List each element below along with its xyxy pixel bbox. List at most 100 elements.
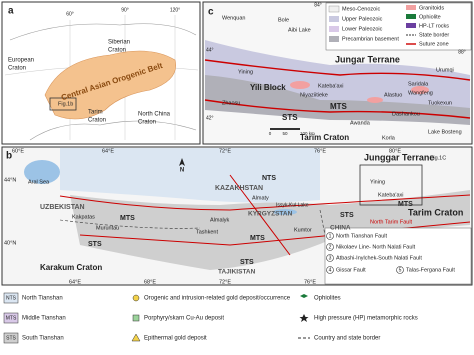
label: Tarim Craton	[300, 133, 349, 142]
tianshan-belt	[70, 190, 470, 270]
label: STS	[340, 212, 354, 219]
label: Kateba'axi	[378, 192, 404, 198]
label: Issyk-Kul Lake	[276, 202, 309, 208]
label: 44°N	[4, 177, 16, 183]
label: Almaty	[252, 195, 269, 201]
label: b	[6, 151, 12, 162]
coastline	[9, 23, 197, 141]
label: Zhaosu	[222, 100, 240, 106]
label: 42°	[206, 115, 214, 121]
label: Tuokexun	[428, 100, 452, 106]
label: NTS	[262, 175, 276, 182]
ophiolite-symbol	[300, 294, 308, 298]
legend-text: Country and state border	[314, 336, 380, 342]
label: Jungar Terrane	[335, 54, 400, 64]
label: European	[8, 58, 34, 64]
legend-text: Porphyry/skarn Cu-Au deposit	[144, 316, 224, 322]
label: KYRGYZSTAN	[248, 211, 293, 218]
granitoid	[411, 86, 429, 94]
label: Wenquan	[222, 15, 245, 21]
label: STS	[88, 241, 102, 248]
label: UZBEKISTAN	[40, 204, 85, 211]
label: 64°E	[102, 148, 114, 154]
label: Saridala	[408, 81, 429, 87]
label: Almalyk	[210, 217, 230, 223]
label: KAZAKHSTAN	[215, 185, 263, 192]
fault-name: Nikolaev Line- North Nalati Fault	[336, 244, 416, 250]
fault-number: 5	[399, 268, 402, 274]
fault-name: North Tianshan Fault	[336, 233, 388, 239]
abbr: NTS	[6, 295, 17, 301]
label: 60°	[66, 11, 74, 17]
abbr-box	[3, 312, 19, 324]
legend-box	[325, 2, 472, 51]
fault-number-circle	[326, 232, 334, 240]
label: 84°	[314, 2, 322, 8]
swatch	[329, 16, 339, 22]
legend-text: Ophiolites	[314, 296, 341, 302]
label: Kateba'axi	[318, 83, 344, 89]
label: Yili Block	[250, 83, 286, 92]
kazakh-area	[60, 148, 320, 203]
fault-number-circle	[396, 266, 404, 274]
label: HP-LT rocks	[419, 23, 449, 29]
orogenic-belt	[44, 50, 177, 120]
label: 40°N	[4, 240, 16, 246]
label: Upper Paleozoic	[342, 16, 383, 22]
label: STS	[240, 259, 254, 266]
legend-text: North Tianshan	[22, 296, 63, 302]
legend-text: South Tianshan	[22, 336, 64, 342]
label: 76°E	[304, 279, 316, 285]
swatch	[328, 5, 340, 13]
legend-text: High pressure (HP) metamorphic rocks	[314, 316, 418, 322]
label: Awanda	[350, 120, 371, 126]
legend-text: Orogenic and intrusion-related gold depo…	[144, 296, 291, 302]
label: 60°E	[12, 148, 24, 154]
label: 68°E	[144, 279, 156, 285]
label: State border	[419, 32, 449, 38]
label: Craton	[8, 66, 26, 72]
panel-c	[202, 1, 473, 145]
fault-number: 3	[329, 256, 332, 262]
granitoid	[367, 97, 383, 103]
label: 72°E	[219, 148, 231, 154]
label: 120°	[170, 7, 180, 13]
label: Craton	[138, 120, 156, 126]
hp-symbol	[299, 314, 309, 322]
label: 90°	[121, 7, 129, 13]
fault-number: 1	[329, 234, 332, 240]
label: Wangfeng	[408, 90, 433, 96]
label: Dashankou	[392, 111, 420, 117]
fault-number-circle	[326, 254, 334, 262]
label: MTS	[250, 235, 265, 242]
label: c	[208, 7, 214, 18]
label: Junggar Terrane	[364, 152, 434, 162]
label: 72°E	[219, 279, 231, 285]
issyk-kul	[273, 209, 297, 215]
fault-name: Atbashi-Inylchek-South Nalati Fault	[336, 255, 422, 261]
label: 0	[269, 131, 272, 136]
label: North China	[138, 112, 171, 118]
label: Tarim Craton	[408, 207, 463, 217]
swatch	[406, 14, 416, 19]
fault-legend-box	[324, 227, 472, 285]
label: Craton	[108, 48, 126, 54]
label: MTS	[330, 102, 348, 111]
label: Craton	[88, 118, 106, 124]
label: Korla	[382, 135, 396, 141]
label: Aibi Lake	[288, 27, 311, 33]
north-arrow	[179, 158, 185, 166]
fault-line	[229, 174, 291, 256]
label: STS	[282, 113, 298, 122]
label: 100 km	[300, 131, 315, 136]
label: CHINA	[330, 225, 351, 232]
fault-name: Gissar Fault	[336, 267, 366, 273]
label: Meso-Cenozoic	[342, 6, 380, 12]
label: Fig.1C	[430, 155, 446, 161]
label: N	[180, 168, 184, 174]
scale-bar	[270, 128, 300, 130]
panel-b	[1, 146, 473, 286]
label: MTS	[120, 215, 135, 222]
abbr: MTS	[6, 315, 17, 321]
